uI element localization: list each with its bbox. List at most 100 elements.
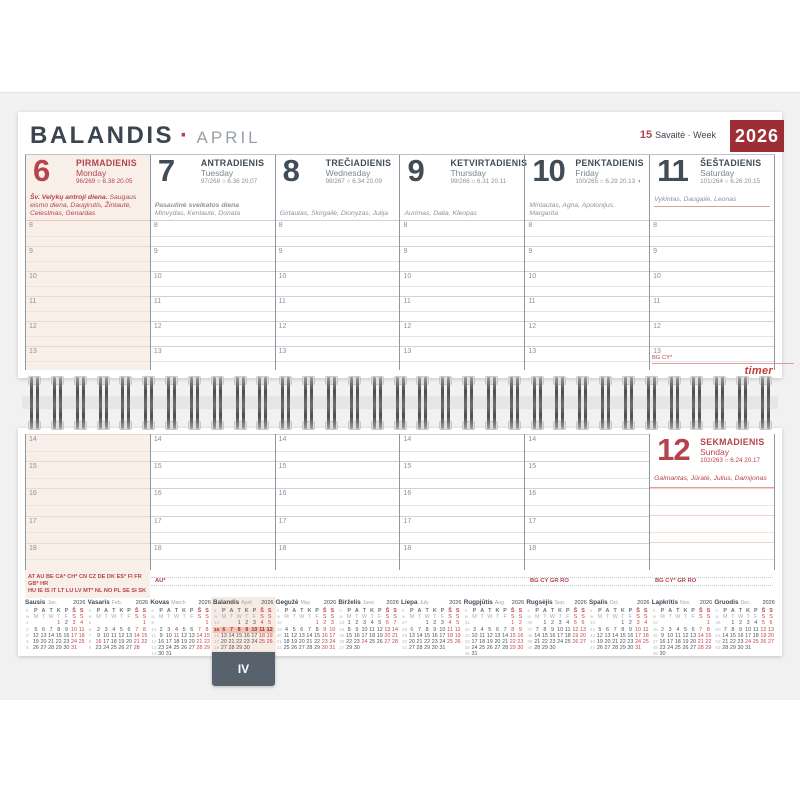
- mini-dow-en: W: [236, 614, 242, 621]
- mini-date: 5: [34, 626, 38, 633]
- coil-hole-bottom: [530, 421, 544, 430]
- coil-hole-bottom: [416, 421, 430, 430]
- mini-date: 23: [737, 639, 744, 646]
- mini-date: 1: [706, 620, 710, 627]
- mini-date: 5: [292, 626, 296, 633]
- hour-row: 18: [400, 542, 525, 570]
- mini-date: 17: [103, 639, 110, 646]
- mini-date: 3: [104, 626, 108, 633]
- mini-date: 16: [431, 632, 438, 639]
- coil-wire: [623, 377, 627, 429]
- mini-dow-lt: S: [769, 608, 773, 614]
- mini-date: 8: [731, 626, 735, 633]
- hour-subline: [275, 532, 400, 534]
- mini-dow-lt: Š: [573, 608, 578, 614]
- mini-week-number: 44: [652, 620, 658, 626]
- hour-label: 15: [403, 463, 412, 471]
- mini-dow-en: M: [409, 614, 415, 621]
- mini-dow-lt: A: [354, 608, 359, 614]
- mini-date: 27: [690, 645, 697, 652]
- mini-date: 21: [48, 639, 55, 646]
- mini-date: 27: [604, 645, 611, 652]
- coil-wire: [509, 377, 513, 429]
- spiral-coil: [370, 376, 384, 430]
- mini-dow-en: S: [322, 614, 327, 621]
- mini-week-number: 23: [339, 620, 345, 626]
- mini-date: 5: [488, 626, 492, 633]
- mini-dow-lt: P: [660, 608, 665, 614]
- day-column-monday-pm: 14 15 16 17 18: [25, 434, 150, 570]
- hour-subline: [150, 236, 275, 237]
- mini-dow-en: S: [205, 614, 209, 621]
- hour-row: 9: [400, 246, 525, 271]
- mini-date: [517, 651, 525, 657]
- hour-label: 10: [528, 273, 537, 280]
- hour-row: 15: [525, 461, 650, 488]
- mini-date: [509, 651, 517, 657]
- mini-dow-en: F: [378, 614, 382, 621]
- mini-calendar-title: Rugpjūtis Aug. 2026: [464, 599, 525, 607]
- hour-row: 8: [525, 221, 650, 246]
- day-stat: 96/269 ○ 6.38 20.05: [76, 178, 133, 185]
- week-label: Savaitė · Week: [655, 130, 716, 140]
- mini-date: 23: [431, 639, 438, 646]
- mini-year: 2026: [574, 600, 587, 606]
- mini-month-lt: Lapkritis: [651, 599, 678, 606]
- hour-label: 18: [403, 544, 412, 552]
- hour-row: 17: [525, 515, 650, 543]
- mini-date: 25: [78, 639, 85, 646]
- coil-hole-bottom: [302, 421, 316, 430]
- hour-label: 8: [653, 222, 658, 229]
- mini-date: 3: [167, 626, 171, 633]
- mini-date: 3: [636, 620, 640, 627]
- hour-label: 10: [29, 273, 37, 280]
- mini-date: [141, 645, 149, 651]
- mini-calendar-title: Rugsėjis Sep. 2026: [526, 599, 587, 607]
- hour-label: 10: [278, 273, 287, 280]
- mini-date: 28: [392, 639, 399, 646]
- day-meta: PENKTADIENIS Friday 100/265 ○ 6.29 20.13 ◑: [575, 158, 648, 186]
- spiral-binding: [22, 376, 778, 430]
- mini-dow-lt: P: [753, 608, 758, 614]
- mini-date: 3: [746, 620, 750, 627]
- hour-subline: [400, 477, 525, 479]
- mini-week-number: 15: [213, 626, 221, 633]
- hour-row: 17: [275, 515, 400, 543]
- mini-date: 13: [408, 632, 415, 639]
- mini-dow-lt: T: [676, 608, 680, 614]
- mini-dow-lt: T: [174, 608, 179, 614]
- hour-subline: [400, 559, 525, 561]
- mini-dow-en: T: [621, 614, 625, 621]
- mini-date: 12: [454, 626, 461, 633]
- hour-subline: [525, 559, 650, 561]
- hour-row: 10: [525, 271, 650, 296]
- mini-year: 2026: [449, 600, 462, 606]
- coil-wire: [578, 377, 582, 429]
- hour-label: 9: [153, 248, 158, 255]
- week-col-header: w: [276, 614, 281, 620]
- names-text: Girtautas, Skirgailė, Dionyzas, Julija: [279, 210, 389, 217]
- mini-date: 15: [346, 632, 353, 639]
- week-col-header: s: [151, 608, 154, 613]
- mini-dow-en: F: [127, 614, 131, 621]
- mini-date: [767, 645, 775, 651]
- hour-row: [650, 515, 774, 542]
- coil-hole-top: [50, 376, 64, 385]
- mini-week-number: 25: [339, 632, 345, 638]
- mini-dow-en: S: [698, 614, 703, 621]
- mini-dow-lt: K: [182, 608, 187, 614]
- mini-date: 19: [118, 639, 125, 646]
- name-day-line: Pasaulinė sveikatos diena Minvydas, Kent…: [150, 195, 275, 221]
- mini-dow-en: F: [64, 614, 69, 621]
- mini-date: [376, 645, 384, 651]
- mini-date: 9: [738, 626, 742, 633]
- coil-hole-top: [347, 376, 361, 385]
- hour-subline: [400, 361, 525, 363]
- coil-wire: [98, 377, 102, 429]
- mini-date: 1: [425, 620, 429, 627]
- mini-dow-en: T: [558, 614, 562, 621]
- mini-dow-en: S: [518, 614, 523, 621]
- mini-week-number: 6: [88, 626, 92, 632]
